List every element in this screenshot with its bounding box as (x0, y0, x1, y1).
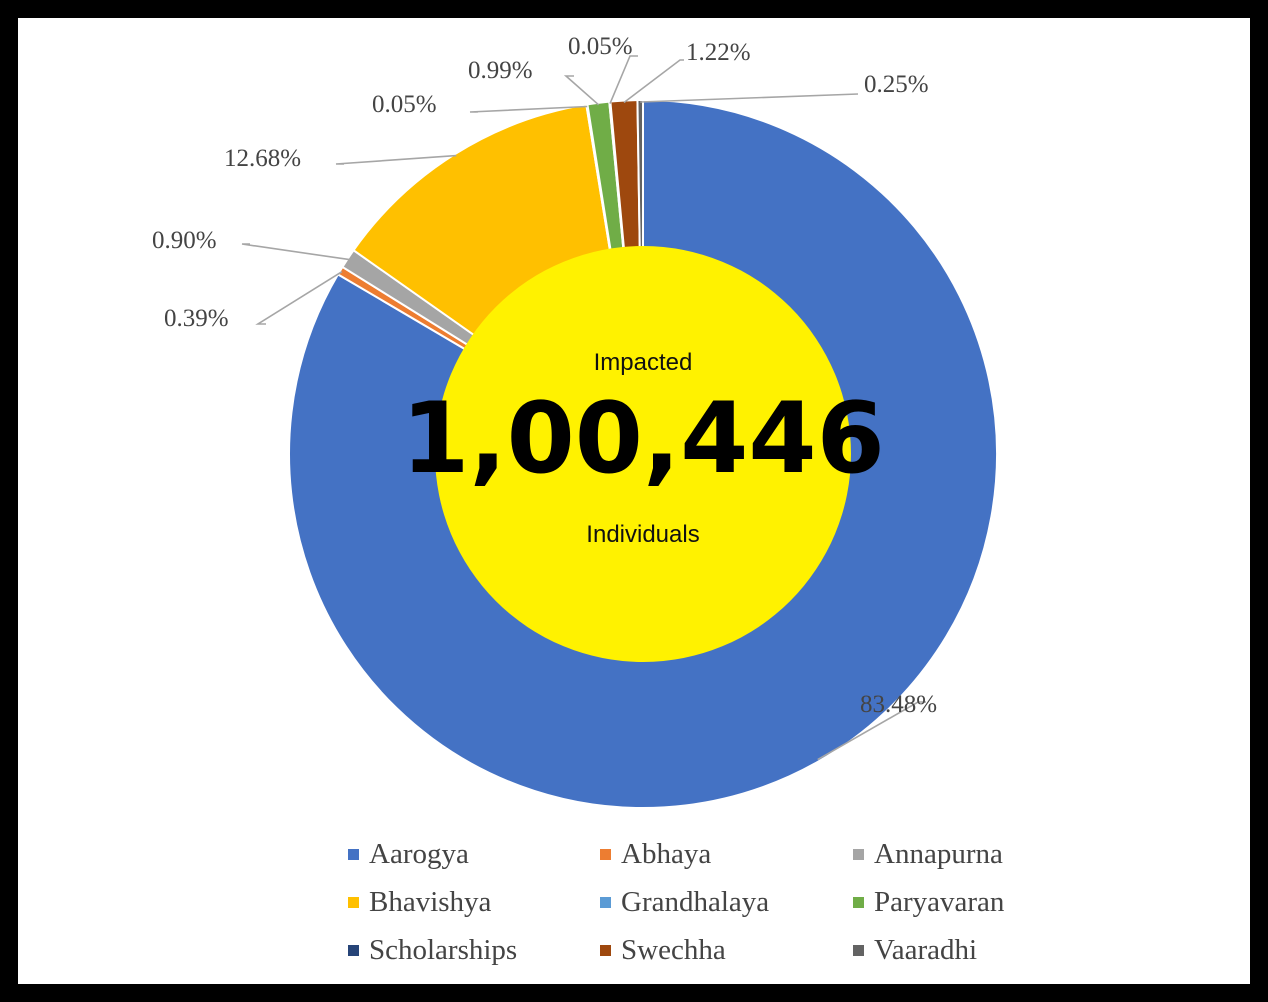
data-label-paryavaran: 0.99% (468, 57, 533, 84)
legend-label-aarogya: Aarogya (369, 838, 469, 870)
data-label-swechha: 1.22% (686, 39, 751, 66)
leader-line-aarogya (817, 701, 926, 761)
legend-swatch-grandhalaya (600, 897, 611, 908)
data-label-abhaya: 0.39% (164, 305, 229, 332)
center-value: 1,00,446 (401, 382, 885, 496)
legend-label-paryavaran: Paryavaran (874, 886, 1005, 918)
percent-labels-group: 83.48% 0.39% 0.90% 12.68% 0.05% 0.99% 0.05% 1.2… (152, 33, 937, 718)
data-label-scholarships: 0.05% (568, 33, 633, 60)
donut-chart: 83.48% 0.39% 0.90% 12.68% 0.05% 0.99% 0.05% 1.2… (152, 33, 998, 809)
legend-item-aarogya: Aarogya (348, 838, 469, 871)
leader-lines-group (241, 55, 926, 761)
data-label-bhavishya: 12.68% (224, 145, 301, 172)
leader-line-grandhalaya (469, 105, 588, 113)
legend-swatch-bhavishya (348, 897, 359, 908)
legend-swatch-swechha (600, 945, 611, 956)
legend-item-vaaradhi: Vaaradhi (853, 934, 977, 967)
legend-swatch-annapurna (853, 849, 864, 860)
leader-line-abhaya (255, 271, 343, 325)
legend-swatch-aarogya (348, 849, 359, 860)
legend-label-swechha: Swechha (621, 934, 726, 966)
legend-item-annapurna: Annapurna (853, 838, 1003, 871)
legend-swatch-vaaradhi (853, 945, 864, 956)
leader-line-swechha (623, 59, 684, 104)
center-circle (435, 246, 851, 662)
legend-item-paryavaran: Paryavaran (853, 886, 1004, 919)
chart-canvas: 83.48% 0.39% 0.90% 12.68% 0.05% 0.99% 0.05% 1.2… (18, 18, 1250, 984)
legend-item-scholarships: Scholarships (348, 934, 517, 967)
legend-swatch-abhaya (600, 849, 611, 860)
legend-item-abhaya: Abhaya (600, 838, 711, 871)
legend-item-bhavishya: Bhavishya (348, 886, 491, 919)
leader-line-bhavishya (335, 154, 457, 165)
legend-label-grandhalaya: Grandhalaya (621, 886, 770, 918)
data-label-aarogya: 83.48% (860, 691, 937, 718)
slice-aarogya (288, 98, 998, 809)
legend-item-grandhalaya: Grandhalaya (600, 886, 769, 919)
leader-line-vaaradhi (640, 93, 859, 103)
leader-line-scholarships (609, 55, 638, 104)
data-label-annapurna: 0.90% (152, 227, 217, 254)
leader-line-annapurna (241, 243, 350, 261)
center-bottom-text: Individuals (586, 521, 699, 548)
legend-label-bhavishya: Bhavishya (369, 886, 492, 918)
legend-item-swechha: Swechha (600, 934, 726, 967)
legend-label-abhaya: Abhaya (621, 838, 712, 870)
legend-swatch-scholarships (348, 945, 359, 956)
data-label-grandhalaya: 0.05% (372, 91, 437, 118)
leader-line-paryavaran (563, 75, 600, 106)
legend-swatch-paryavaran (853, 897, 864, 908)
legend-label-annapurna: Annapurna (874, 838, 1003, 870)
legend-label-scholarships: Scholarships (369, 934, 518, 966)
legend-label-vaaradhi: Vaaradhi (874, 934, 978, 966)
data-label-vaaradhi: 0.25% (864, 71, 929, 98)
center-top-text: Impacted (594, 349, 693, 376)
